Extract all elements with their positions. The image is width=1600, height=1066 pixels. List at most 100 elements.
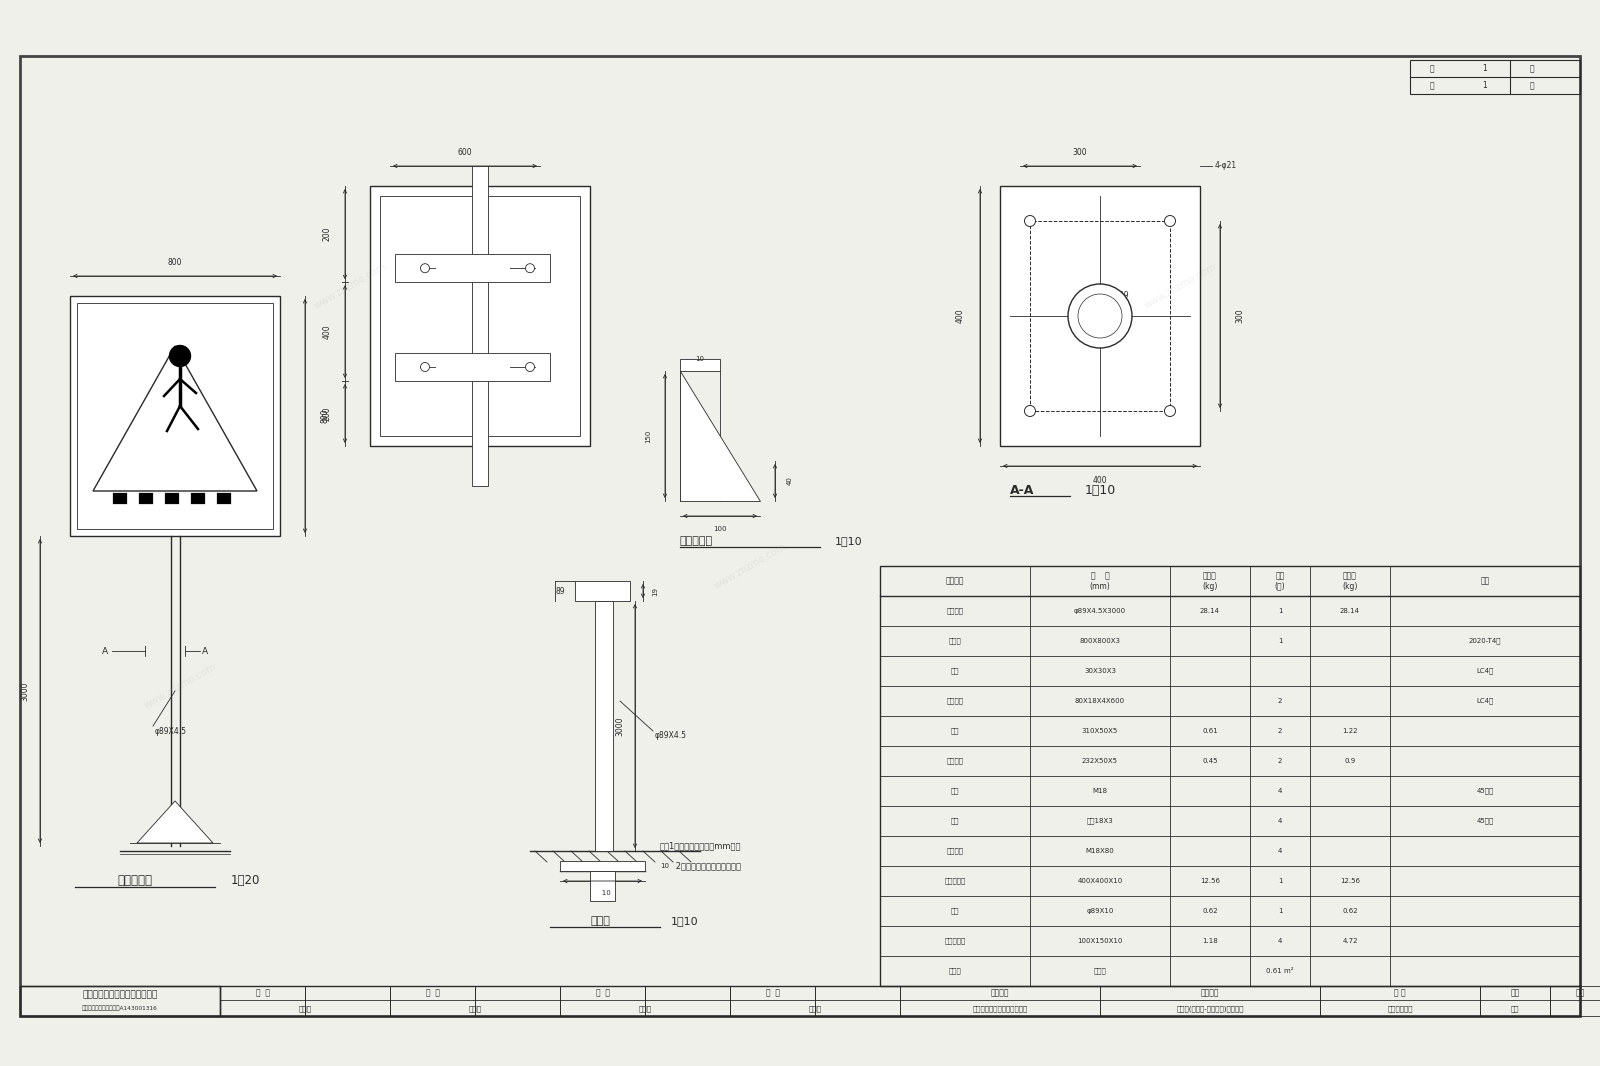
Text: 4: 4 (1278, 847, 1282, 854)
Bar (19, 986, 221, 1016)
Text: 200: 200 (323, 227, 331, 241)
Text: 工程名称: 工程名称 (1200, 988, 1219, 997)
Bar (218, 492, 230, 504)
Text: 3000: 3000 (616, 716, 624, 736)
Text: 400: 400 (1093, 477, 1107, 485)
Text: 400: 400 (955, 309, 965, 323)
Bar (390, 986, 475, 1016)
Text: LC4铝: LC4铝 (1477, 667, 1494, 675)
Text: 800: 800 (320, 408, 330, 423)
Text: 100X150X10: 100X150X10 (1077, 938, 1123, 944)
Text: 12.56: 12.56 (1200, 878, 1221, 884)
Text: www.znzmo.com: www.znzmo.com (142, 661, 218, 711)
Text: 1：10: 1：10 (1085, 485, 1115, 498)
Text: 材料名称: 材料名称 (946, 577, 965, 585)
Bar (1000, 185, 1200, 446)
Text: 232X50X5: 232X50X5 (1082, 758, 1118, 764)
Bar (19, 986, 1581, 1016)
Bar (574, 581, 630, 601)
Bar (221, 986, 306, 1016)
Text: 2: 2 (1278, 698, 1282, 704)
Text: 800: 800 (168, 258, 182, 268)
Bar (475, 986, 560, 1016)
Text: 800X800X3: 800X800X3 (1080, 637, 1120, 644)
Text: 28.14: 28.14 (1200, 608, 1221, 614)
Text: 1: 1 (1278, 908, 1282, 914)
Text: 图 名: 图 名 (1394, 988, 1406, 997)
Text: 0.61 m²: 0.61 m² (1266, 968, 1294, 974)
Text: 反光膜: 反光膜 (949, 968, 962, 974)
Polygon shape (680, 371, 760, 501)
Text: φ89X4.5X3000: φ89X4.5X3000 (1074, 608, 1126, 614)
Bar (190, 492, 205, 504)
Text: 钢管立柱: 钢管立柱 (947, 608, 963, 614)
Circle shape (525, 263, 534, 273)
Text: 底座加劲肋: 底座加劲肋 (680, 536, 714, 546)
Text: LC4铝: LC4铝 (1477, 697, 1494, 705)
Text: 页: 页 (1530, 81, 1534, 91)
Circle shape (1024, 405, 1035, 417)
Text: φ89X10: φ89X10 (1086, 908, 1114, 914)
Text: 40: 40 (787, 477, 794, 485)
Circle shape (170, 345, 190, 367)
Text: 10: 10 (661, 863, 669, 869)
Text: 单件重
(kg): 单件重 (kg) (1202, 571, 1218, 591)
Text: 45号钢: 45号钢 (1477, 788, 1494, 794)
Text: www.znzmo.com: www.znzmo.com (712, 542, 787, 591)
Bar (1550, 986, 1600, 1016)
Text: 1.22: 1.22 (1342, 728, 1358, 734)
Text: 加劲法兰盘: 加劲法兰盘 (944, 877, 966, 885)
Text: 4: 4 (1278, 938, 1282, 944)
Text: 1: 1 (1483, 65, 1488, 74)
Text: 注：1、本图纸单位都以mm计；: 注：1、本图纸单位都以mm计； (661, 841, 741, 851)
Text: 1: 1 (1483, 81, 1488, 91)
Text: 川河路(红旗路-劳动东路)道路工程: 川河路(红旗路-劳动东路)道路工程 (1176, 1005, 1243, 1012)
Text: 长沙市轨道交通集团有限公司: 长沙市轨道交通集团有限公司 (973, 1005, 1027, 1012)
Bar (814, 986, 899, 1016)
Text: 审  定: 审 定 (765, 988, 779, 997)
Circle shape (421, 362, 429, 371)
Text: 第: 第 (1430, 65, 1435, 74)
Text: 300: 300 (1235, 309, 1245, 323)
Text: 0.62: 0.62 (1342, 908, 1358, 914)
Text: 200: 200 (323, 406, 331, 421)
Text: 310X50X5: 310X50X5 (1082, 728, 1118, 734)
Text: 交通: 交通 (1510, 1005, 1520, 1012)
Text: 肖育华: 肖育华 (808, 1005, 821, 1012)
Circle shape (525, 362, 534, 371)
Text: 数量
(件): 数量 (件) (1275, 571, 1285, 591)
Bar (1101, 986, 1320, 1016)
Text: φ89X4.5: φ89X4.5 (654, 731, 686, 741)
Bar (560, 861, 645, 871)
Text: 12.56: 12.56 (1341, 878, 1360, 884)
Polygon shape (138, 801, 213, 843)
Text: 30X30X3: 30X30X3 (1085, 668, 1117, 674)
Bar (395, 353, 550, 381)
Text: 1：10: 1：10 (670, 916, 699, 926)
Text: 螺母: 螺母 (950, 788, 960, 794)
Circle shape (1024, 215, 1035, 226)
Text: www.znzmo.com: www.znzmo.com (1142, 261, 1218, 310)
Text: 柱帽: 柱帽 (950, 907, 960, 915)
Text: 备注: 备注 (1480, 577, 1490, 585)
Text: 150: 150 (645, 430, 651, 442)
Text: 聂小沅: 聂小沅 (638, 1005, 651, 1012)
Text: 1: 1 (1278, 608, 1282, 614)
Circle shape (1069, 284, 1133, 348)
Bar (645, 986, 730, 1016)
Text: 400: 400 (323, 324, 331, 339)
Text: 校  核: 校 核 (426, 988, 440, 997)
Text: 1：10: 1：10 (835, 536, 862, 546)
Bar (899, 986, 1101, 1016)
Text: 400X400X10: 400X400X10 (1077, 878, 1123, 884)
Bar (560, 986, 645, 1016)
Text: 45号钢: 45号钢 (1477, 818, 1494, 824)
Text: 邓海波: 邓海波 (469, 1005, 482, 1012)
Text: A: A (102, 646, 109, 656)
Text: 19: 19 (653, 586, 658, 596)
Text: 3000: 3000 (21, 681, 29, 700)
Polygon shape (93, 346, 258, 491)
Text: 600: 600 (458, 148, 472, 158)
Text: 2、立杆配标志基础（一）。: 2、立杆配标志基础（一）。 (661, 861, 741, 871)
Text: 规    格
(mm): 规 格 (mm) (1090, 571, 1110, 591)
